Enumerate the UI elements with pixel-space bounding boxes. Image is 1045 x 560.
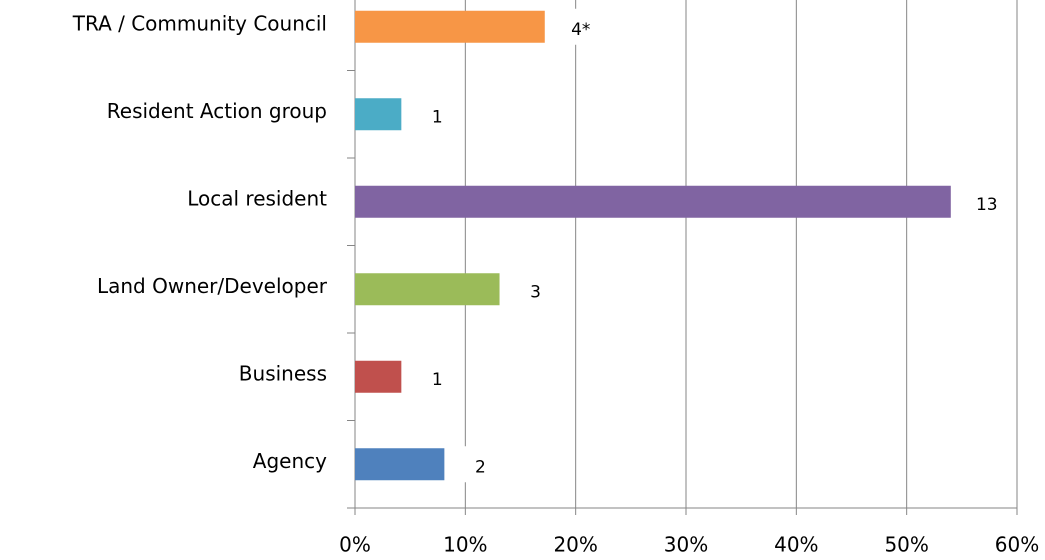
bar-label: 4* [571, 20, 590, 40]
bar-label: 1 [432, 107, 443, 127]
x-tick-label: 30% [664, 533, 708, 557]
bar-label-bg [513, 271, 558, 308]
y-tick-label: Business [239, 361, 327, 385]
y-tick-label: Land Owner/Developer [97, 274, 328, 298]
bar-label-bg [415, 96, 460, 133]
x-tick-label: 20% [553, 533, 597, 557]
bar-label-bg [415, 358, 460, 395]
x-tick-label: 10% [443, 533, 487, 557]
bar [355, 360, 402, 393]
bar [355, 98, 402, 131]
x-tick-label: 0% [339, 533, 371, 557]
x-tick-label: 50% [884, 533, 928, 557]
y-tick-label: Agency [253, 449, 327, 473]
x-tick-label: 40% [774, 533, 818, 557]
bar [355, 10, 545, 43]
y-tick-label: TRA / Community Council [72, 11, 327, 35]
bar-label-bg [964, 183, 1009, 220]
bar [355, 185, 951, 218]
y-tick-label: Local resident [187, 186, 327, 210]
bar-label-bg [558, 8, 603, 45]
bar [355, 273, 500, 306]
bar-label-bg [458, 446, 503, 483]
x-tick-label: 60% [995, 533, 1039, 557]
y-tick-label: Resident Action group [107, 99, 327, 123]
bar-label: 1 [432, 370, 443, 390]
bar [355, 448, 445, 481]
bar-label: 2 [475, 457, 486, 477]
bar-label: 3 [530, 282, 541, 302]
bar-label: 13 [976, 195, 998, 215]
